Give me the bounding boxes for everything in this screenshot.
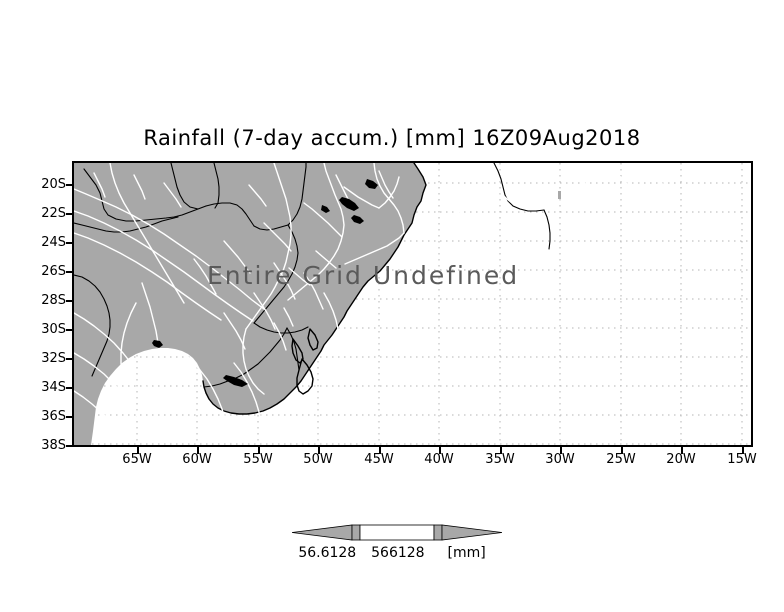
y-tick-label: 20S [41, 177, 66, 192]
colorbar-min-arrow [292, 524, 353, 541]
colorbar-min-label: 56.6128 [298, 545, 357, 561]
x-tick-mark [439, 447, 441, 454]
colorbar-max-arrow [441, 524, 502, 541]
x-tick-mark [500, 447, 502, 454]
x-tick-label: 55W [243, 452, 273, 467]
colorbar-cell-low [351, 524, 361, 541]
y-tick-mark [66, 358, 73, 360]
x-tick-label: 40W [424, 452, 454, 467]
y-tick-mark [66, 300, 73, 302]
y-tick-label: 26S [41, 264, 66, 279]
x-tick-label: 30W [545, 452, 575, 467]
x-tick-label: 65W [122, 452, 152, 467]
y-tick-mark [66, 184, 73, 186]
y-tick-mark [66, 387, 73, 389]
y-tick-label: 38S [41, 438, 66, 453]
x-tick-mark [258, 447, 260, 454]
x-tick-mark [318, 447, 320, 454]
page-title: Rainfall (7-day accum.) [mm] 16Z09Aug201… [143, 126, 641, 150]
x-tick-mark [137, 447, 139, 454]
x-tick-mark [197, 447, 199, 454]
y-tick-label: 30S [41, 322, 66, 337]
x-tick-label: 20W [666, 452, 696, 467]
x-tick-mark [621, 447, 623, 454]
colorbar-cell-high [433, 524, 443, 541]
colorbar-cell-mid [359, 524, 435, 541]
x-tick-label: 25W [606, 452, 636, 467]
x-tick-label: 15W [727, 452, 757, 467]
map-geography [74, 163, 665, 445]
y-tick-label: 22S [41, 206, 66, 221]
y-tick-mark [66, 213, 73, 215]
colorbar-swatches [292, 524, 502, 541]
coastline-layer [202, 163, 427, 415]
y-tick-mark [66, 242, 73, 244]
x-tick-label: 35W [485, 452, 515, 467]
y-tick-label: 34S [41, 380, 66, 395]
x-tick-label: 60W [182, 452, 212, 467]
y-axis-labels: 20S 22S 24S 26S 28S 30S 32S 34S 36S 38S [22, 161, 66, 453]
x-tick-mark [560, 447, 562, 454]
colorbar-unit-label: [mm] [447, 545, 486, 561]
inland-water-layer [152, 179, 378, 387]
y-tick-label: 24S [41, 235, 66, 250]
rivers-layer [74, 163, 665, 445]
island-marker [558, 191, 561, 199]
x-tick-label: 45W [364, 452, 394, 467]
y-tick-label: 36S [41, 409, 66, 424]
x-tick-mark [379, 447, 381, 454]
y-tick-mark [66, 445, 73, 447]
y-tick-label: 32S [41, 351, 66, 366]
borders-layer [74, 163, 551, 388]
y-tick-mark [66, 416, 73, 418]
y-tick-label: 28S [41, 293, 66, 308]
map-plot-area [72, 161, 753, 447]
x-tick-label: 50W [303, 452, 333, 467]
x-tick-mark [742, 447, 744, 454]
x-axis-labels: 65W 60W 55W 50W 45W 40W 35W 30W 25W 20W … [0, 452, 784, 474]
x-tick-mark [681, 447, 683, 454]
y-tick-mark [66, 329, 73, 331]
entire-grid-undefined-message: Entire Grid Undefined [207, 261, 520, 290]
colorbar: 56.6128 566128 [mm] [0, 519, 784, 579]
y-tick-mark [66, 271, 73, 273]
colorbar-max-label: 566128 [371, 545, 425, 561]
colorbar-tick-labels: 56.6128 566128 [mm] [0, 545, 784, 561]
